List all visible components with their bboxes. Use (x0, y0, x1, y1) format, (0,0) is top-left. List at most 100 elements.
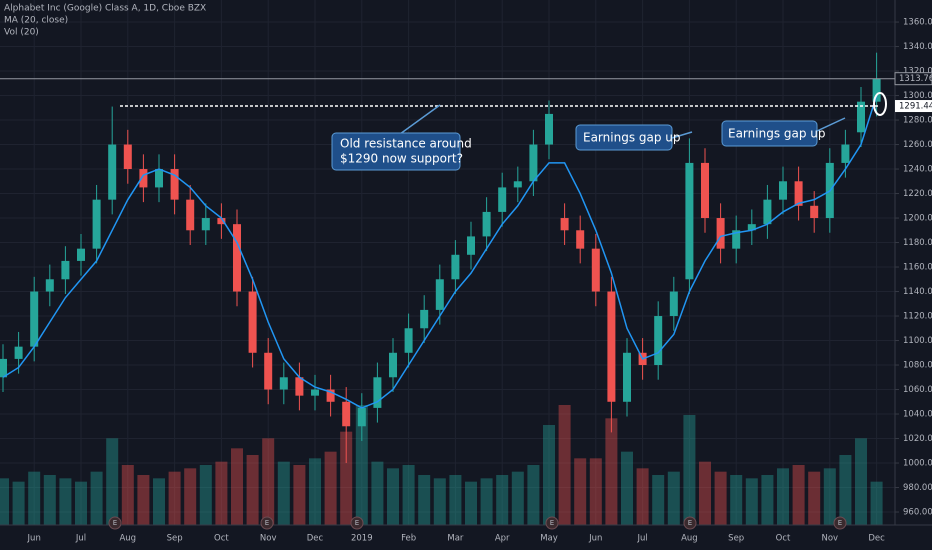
y-tick-label: 1080.00 (903, 361, 932, 371)
x-tick-label: May (540, 534, 558, 544)
volume-bar (761, 475, 774, 525)
callout-text: Earnings gap up (728, 127, 826, 141)
y-tick-label: 960.00 (903, 508, 932, 518)
candle-body (529, 144, 538, 182)
candle-body (373, 377, 382, 408)
x-tick-label: Jun (27, 534, 41, 544)
y-tick-label: 1020.00 (903, 434, 932, 444)
y-tick-label: 1340.00 (903, 42, 932, 52)
callout: Earnings gap up (721, 117, 846, 147)
candle-body (326, 389, 335, 402)
candle-body (108, 144, 117, 200)
last-price-label: 1313.76 (899, 74, 932, 84)
x-tick-label: Oct (214, 534, 229, 544)
volume-bar (355, 405, 368, 525)
callout-box (721, 120, 818, 147)
volume-bar (589, 458, 602, 525)
volume-bar (683, 415, 696, 525)
candle-body (716, 218, 725, 249)
candle-body (233, 224, 241, 292)
candle-body (794, 181, 803, 206)
candle-body (92, 199, 101, 249)
candle-body (669, 291, 678, 317)
callout: Earnings gap up (575, 124, 693, 151)
candle-body (357, 407, 366, 427)
volume-bar (558, 405, 571, 525)
volume-bar (199, 465, 212, 525)
volume-bar (231, 448, 243, 525)
candle-body (186, 199, 195, 231)
callout-box (331, 132, 461, 171)
candle-body (560, 218, 569, 231)
x-tick-label: Sep (167, 534, 183, 544)
volume-bar (621, 451, 633, 525)
volume-bar (75, 481, 87, 525)
volume-bar (121, 465, 134, 525)
overlays (0, 78, 895, 409)
volume-bar (808, 471, 821, 525)
volume-bar (480, 478, 493, 525)
earnings-label: E (355, 519, 359, 527)
volume-bar (184, 468, 197, 525)
candle-body (685, 162, 694, 280)
volume-bar (387, 468, 399, 525)
indicator-label: MA (20, close) (4, 16, 68, 26)
candle-body (264, 352, 273, 390)
moving-average (2, 95, 878, 409)
candle-body (576, 230, 585, 249)
candle-body (841, 144, 850, 163)
x-tick-label: Dec (868, 534, 885, 544)
volume-bar (137, 475, 150, 525)
x-tick-label: Aug (119, 534, 136, 544)
x-tick-label: Jul (75, 534, 86, 544)
volume-bar (745, 478, 758, 525)
x-tick-label: Aug (681, 534, 698, 544)
candle-body (123, 144, 132, 170)
y-tick-label: 1060.00 (903, 385, 932, 395)
candle-body (170, 169, 179, 200)
earnings-label: E (688, 519, 692, 527)
candle-body (451, 254, 460, 280)
volume-bar (215, 461, 228, 525)
callout-box (575, 124, 673, 151)
candle-body (295, 377, 304, 396)
candle-body (872, 78, 881, 102)
chart-title: Alphabet Inc (Google) Class A, 1D, Cboe … (4, 4, 206, 14)
y-tick-label: 1160.00 (903, 263, 932, 273)
callout-arrow (399, 104, 441, 135)
earnings-marker (683, 516, 697, 530)
candle-body (14, 346, 23, 359)
y-tick-label: 1180.00 (903, 238, 932, 248)
volume-bar (543, 425, 555, 525)
volume-bar (90, 471, 103, 525)
callout-arrow (816, 117, 846, 132)
earnings-marker (260, 516, 274, 530)
earnings-label: E (838, 519, 842, 527)
candle-body (763, 199, 772, 225)
volume (0, 405, 883, 525)
volume-bar (153, 478, 165, 525)
volume-bar (652, 475, 665, 525)
volume-bar (262, 438, 275, 525)
earnings-label: E (550, 519, 554, 527)
y-tick-label: 1220.00 (903, 189, 932, 199)
candle-body (591, 248, 600, 292)
volume-bar (106, 438, 119, 525)
x-tick-label: Jun (588, 534, 602, 544)
volume-bar (59, 478, 72, 525)
candles (0, 52, 881, 464)
candle-body (779, 181, 787, 200)
volume-bar (418, 475, 431, 525)
candle-body (279, 377, 288, 390)
candle-body (61, 260, 70, 280)
x-tick-label: Nov (260, 534, 277, 544)
candle-body (311, 389, 319, 396)
x-tick-label: Feb (401, 534, 416, 544)
earnings-marker (350, 516, 364, 530)
earnings-marker (545, 516, 559, 530)
callout-text: $1290 now support? (340, 152, 463, 166)
volume-bar (246, 455, 259, 525)
